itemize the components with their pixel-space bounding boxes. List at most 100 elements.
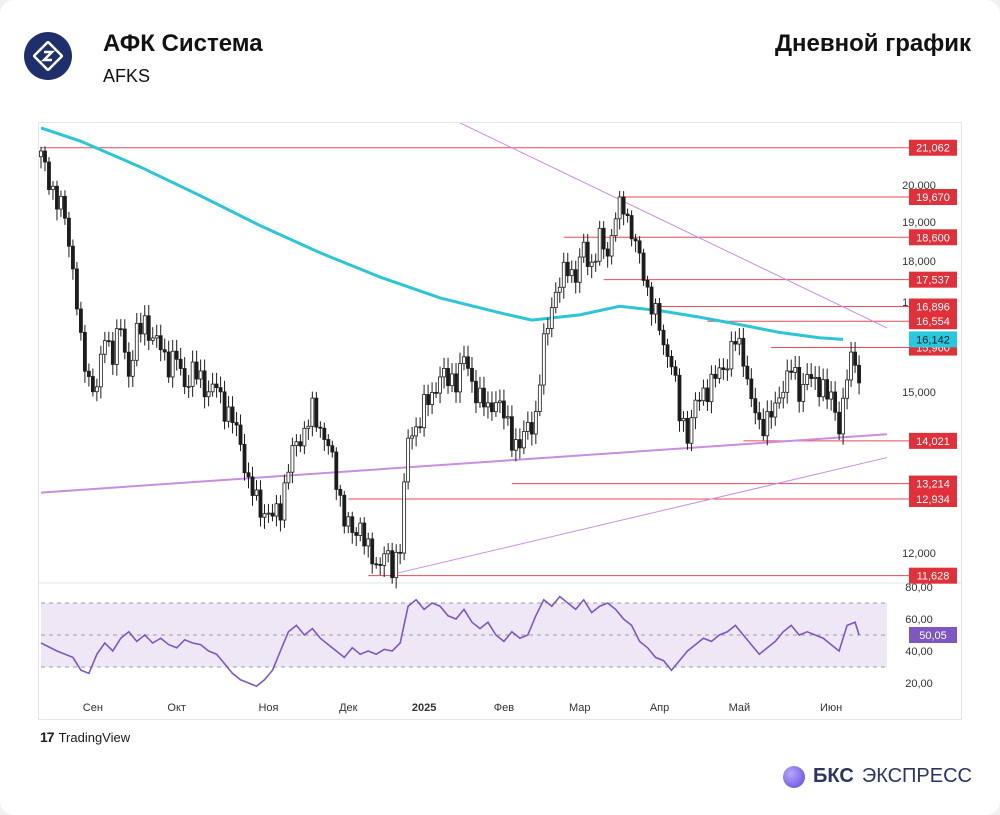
- candle-body: [478, 387, 482, 404]
- time-tick-label: Дек: [339, 702, 358, 714]
- candle-body: [737, 337, 742, 345]
- candle-body: [94, 386, 99, 393]
- candle-body: [342, 494, 347, 527]
- level-tag-label: 12,934: [916, 494, 950, 506]
- candle-body: [466, 356, 470, 369]
- candle-body: [681, 418, 686, 422]
- candle-body: [793, 367, 798, 373]
- level-tag: [909, 271, 957, 288]
- rsi-value-tag: [909, 627, 957, 643]
- time-tick-label: Окт: [167, 702, 186, 714]
- candle-body: [442, 368, 446, 378]
- candle-body: [805, 374, 810, 385]
- candle-body: [661, 329, 666, 346]
- candle-body: [370, 538, 375, 565]
- candle-body: [230, 406, 235, 423]
- candle-body: [745, 365, 750, 380]
- candle-body: [517, 439, 522, 449]
- candle-body: [398, 551, 403, 554]
- candle-body: [394, 551, 399, 579]
- candle-body: [306, 425, 311, 429]
- candle-body: [713, 373, 718, 379]
- candle-body: [358, 522, 363, 536]
- candle-body: [39, 150, 43, 158]
- moving-average-line: [40, 126, 844, 341]
- candle-body: [378, 563, 383, 566]
- sistema-logo-icon: [33, 41, 63, 71]
- candle-body: [198, 370, 203, 380]
- candle-body: [769, 411, 774, 418]
- candle-body: [549, 307, 554, 329]
- candle-body: [553, 291, 558, 309]
- chart-container[interactable]: 20,00019,00018,00017,00015,00012,00080,0…: [38, 122, 962, 720]
- candle-body: [801, 384, 806, 402]
- candle-body: [529, 422, 534, 435]
- candle-body: [402, 481, 407, 554]
- candle-body: [182, 368, 187, 387]
- candle-body: [633, 238, 638, 242]
- candle-body: [210, 383, 215, 393]
- candle-body: [446, 368, 450, 387]
- candle-body: [406, 437, 411, 483]
- price-chart[interactable]: 20,00019,00018,00017,00015,00012,00080,0…: [39, 122, 961, 719]
- candle-body: [278, 503, 283, 521]
- candle-body: [298, 441, 303, 447]
- candle-body: [79, 308, 83, 333]
- candle-body: [454, 373, 458, 393]
- candle-body: [701, 387, 706, 402]
- candle-body: [134, 322, 139, 361]
- price-tick-label: 15,000: [902, 387, 936, 399]
- candle-body: [593, 260, 598, 263]
- candle-body: [589, 261, 594, 267]
- level-tag: [909, 188, 957, 205]
- level-tag-label: 11,628: [917, 571, 950, 583]
- candle-body: [110, 340, 115, 365]
- candle-body: [525, 422, 530, 432]
- candle-body: [214, 383, 219, 389]
- candle-body: [418, 426, 423, 429]
- candle-body: [47, 161, 51, 190]
- company-name: АФК Система: [103, 30, 263, 57]
- candle-body: [114, 328, 119, 365]
- candle-body: [845, 379, 849, 399]
- candle-body: [733, 341, 738, 345]
- candle-body: [438, 376, 442, 394]
- candle-body: [585, 241, 590, 267]
- tradingview-attribution: 17 TradingView: [40, 729, 130, 745]
- candle-body: [154, 335, 159, 339]
- time-tick-label: Мар: [569, 702, 591, 714]
- candle-body: [82, 331, 87, 372]
- rsi-line: [40, 595, 860, 688]
- candle-body: [645, 279, 650, 288]
- candle-body: [665, 344, 670, 357]
- candle-body: [637, 240, 642, 254]
- level-tag: [909, 475, 957, 492]
- candle-body: [773, 402, 778, 418]
- candle-body: [63, 195, 67, 219]
- candle-body: [741, 337, 746, 367]
- candle-body: [777, 397, 782, 404]
- candle-body: [366, 538, 371, 547]
- candle-body: [629, 215, 634, 240]
- candle-body: [202, 370, 207, 398]
- candle-body: [749, 378, 754, 400]
- candle-body: [322, 427, 327, 440]
- candle-body: [613, 218, 618, 237]
- candle-body: [430, 392, 434, 405]
- time-tick-label: Сен: [83, 702, 103, 714]
- candle-body: [641, 252, 646, 281]
- candle-body: [250, 476, 255, 496]
- level-tag-label: 17,537: [916, 275, 950, 287]
- candle-body: [621, 196, 626, 215]
- price-tick-label: 12,000: [902, 548, 936, 560]
- candle-body: [677, 374, 682, 422]
- candle-body: [374, 563, 379, 566]
- candle-body: [434, 392, 438, 394]
- candle-body: [98, 353, 103, 388]
- candle-body: [685, 418, 690, 444]
- candle-body: [346, 516, 351, 527]
- candle-body: [294, 441, 299, 446]
- candle-body: [362, 522, 367, 547]
- candle-body: [577, 256, 582, 283]
- candle-body: [765, 411, 770, 437]
